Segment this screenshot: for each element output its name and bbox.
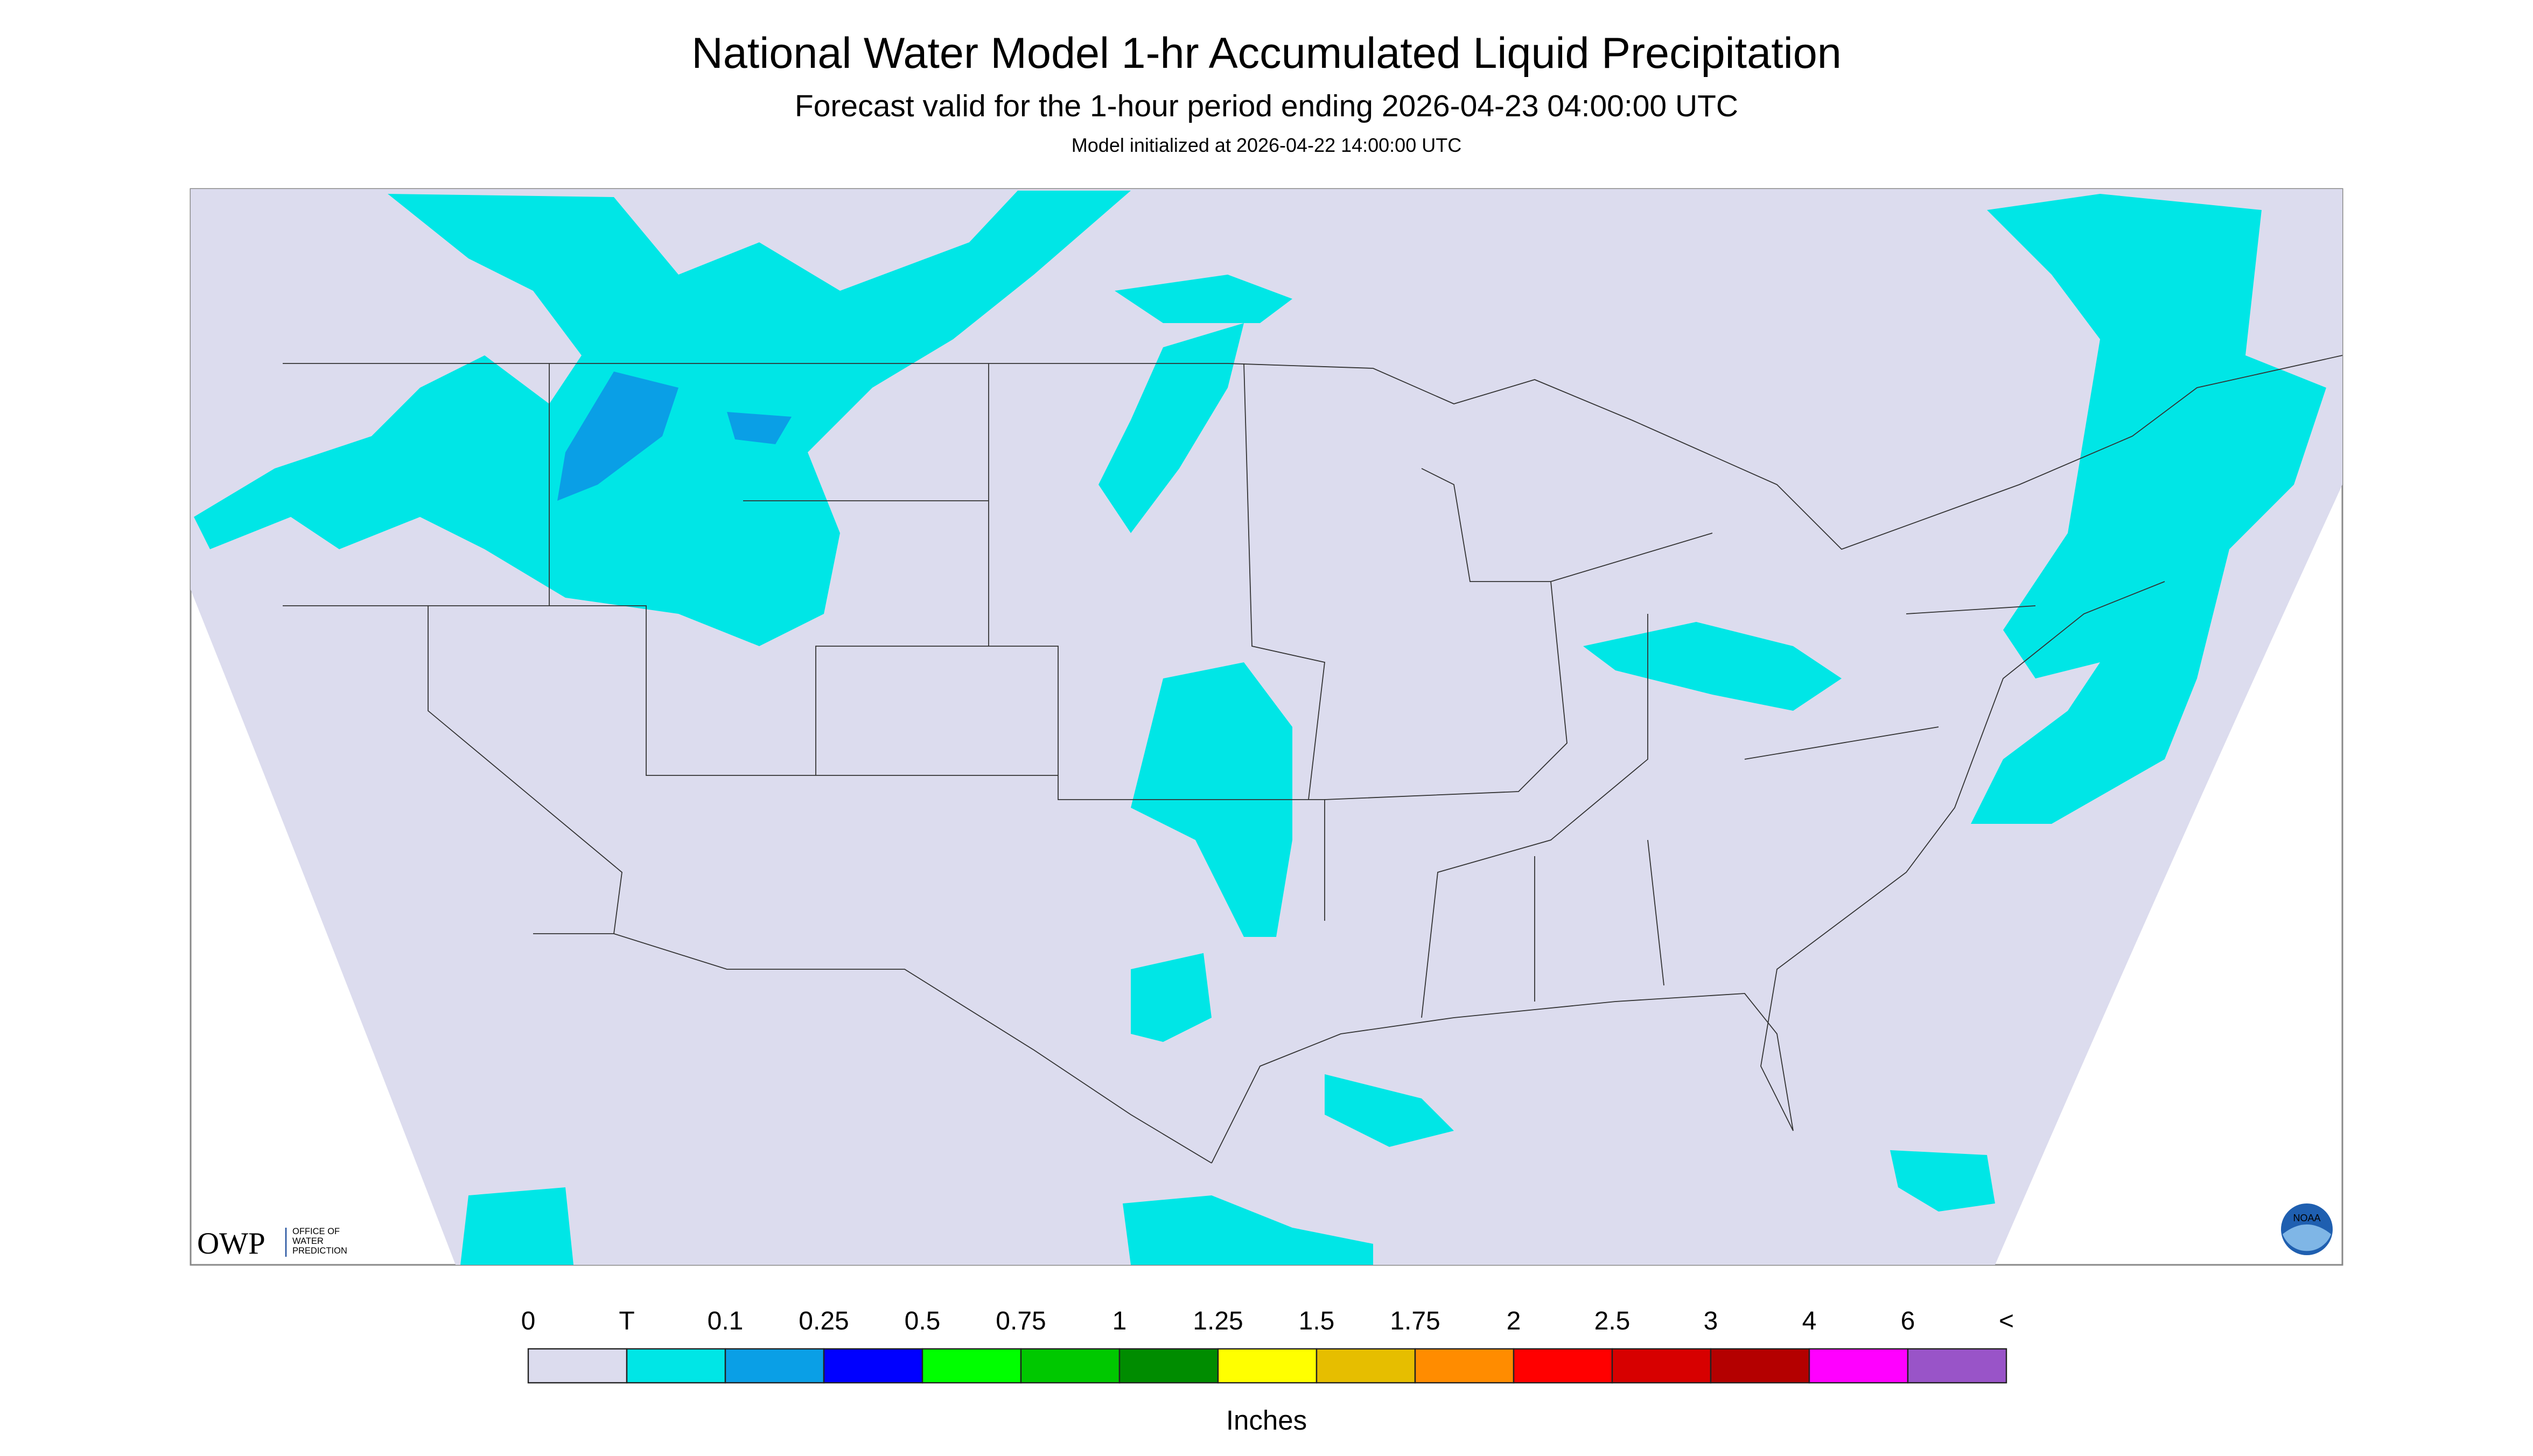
legend-label: 0.1 [708, 1307, 744, 1335]
legend-swatch [1414, 1348, 1515, 1384]
noaa-logo-text: NOAA [2293, 1213, 2320, 1223]
legend-label: T [619, 1307, 634, 1335]
owp-logo: OWP [197, 1227, 265, 1261]
owp-name: PREDICTION [292, 1246, 347, 1256]
legend-swatch [1118, 1348, 1219, 1384]
border-canada [283, 363, 1632, 421]
legend-swatch [1513, 1348, 1613, 1384]
coastline [1211, 581, 2165, 1164]
legend-label: 0.75 [996, 1307, 1046, 1335]
legend-swatch [1710, 1348, 1810, 1384]
state-lines [283, 363, 1325, 934]
legend-label: 0.5 [905, 1307, 941, 1335]
state-lines-east [1324, 468, 2036, 1018]
legend-label: 1.5 [1299, 1307, 1335, 1335]
owp-name: WATER [292, 1236, 324, 1246]
legend-label: 1 [1112, 1307, 1127, 1335]
precip-northeast [1971, 194, 2326, 824]
legend-swatch [1808, 1348, 1909, 1384]
subtitle: Forecast valid for the 1-hour period end… [795, 89, 1738, 123]
legend: 0 T 0.1 0.25 0.5 0.75 1 1.25 1.5 1.75 2 2.5 3 4 6 < [521, 1307, 2014, 1384]
legend-swatch [823, 1348, 923, 1384]
legend-label: 1.75 [1390, 1307, 1440, 1335]
legend-label: 1.25 [1193, 1307, 1243, 1335]
precip-northwest-heavy [557, 372, 678, 501]
legend-swatch [626, 1348, 726, 1384]
legend-label: 0.25 [799, 1307, 849, 1335]
precip-north [1115, 275, 1292, 324]
title: National Water Model 1-hr Accumulated Li… [691, 29, 1842, 78]
legend-label: 6 [1901, 1307, 1915, 1335]
legend-unit: Inches [1226, 1405, 1307, 1436]
precip-mexico [1123, 1195, 1373, 1265]
precip-dakotas [1098, 323, 1244, 534]
precip-atlantic [1890, 1150, 1995, 1212]
legend-swatch [1217, 1348, 1318, 1384]
legend-label: 4 [1802, 1307, 1817, 1335]
border-canada-east [1631, 355, 2343, 550]
precip-areas [194, 191, 2326, 1265]
legend-label: 2.5 [1594, 1307, 1631, 1335]
noaa-logo-wave [2283, 1224, 2331, 1251]
owp-name: OFFICE OF [292, 1227, 340, 1236]
init-note: Model initialized at 2026-04-22 14:00:00… [1072, 134, 1461, 156]
legend-swatch [724, 1348, 825, 1384]
legend-swatch [1907, 1348, 2007, 1384]
legend-swatch [1316, 1348, 1416, 1384]
legend-label: 2 [1507, 1307, 1521, 1335]
legend-label: 0 [521, 1307, 536, 1335]
borders [283, 355, 2343, 1164]
legend-swatch [921, 1348, 1022, 1384]
legend-swatch [1020, 1348, 1121, 1384]
precip-northwest-heavy [727, 412, 792, 445]
legend-label: 3 [1704, 1307, 1718, 1335]
legend-swatch [527, 1348, 628, 1384]
legend-swatch [1611, 1348, 1712, 1384]
precip-gulf [1325, 1074, 1454, 1147]
precip-texas [1131, 953, 1212, 1042]
precip-pacific [460, 1187, 573, 1265]
legend-label: < [1999, 1307, 2014, 1335]
